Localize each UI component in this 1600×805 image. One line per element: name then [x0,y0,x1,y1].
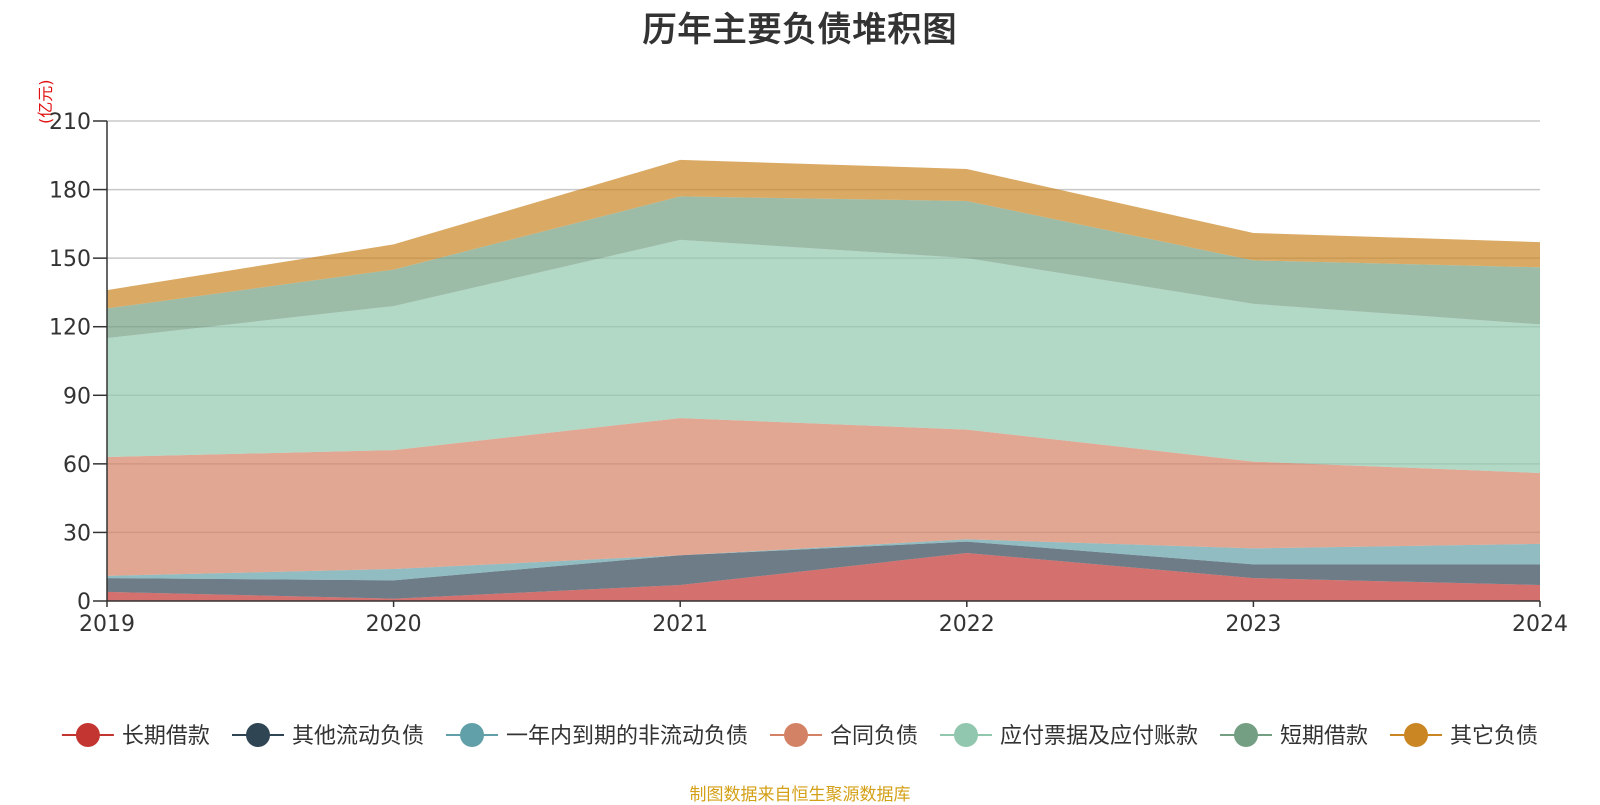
x-tick-label: 2024 [1512,612,1568,637]
legend-item[interactable]: 合同负债 [770,723,918,749]
area-series-2 [107,539,1540,581]
legend-label: 一年内到期的非流动负债 [506,724,748,749]
area-series-1 [107,541,1540,599]
legend-marker [460,723,484,747]
legend-label: 合同负债 [830,724,918,749]
legend-marker [1234,723,1258,747]
legend-marker [954,723,978,747]
y-tick-label: 180 [49,179,91,204]
chart-title: 历年主要负债堆积图 [642,10,958,50]
x-tick-label: 2020 [366,612,422,637]
legend-label: 其它负债 [1450,724,1538,749]
legend-marker [784,723,808,747]
legend-marker [75,723,100,747]
legend-label: 长期借款 [122,724,210,749]
x-tick-label: 2022 [939,612,995,637]
source-note: 制图数据来自恒生聚源数据库 [689,785,911,805]
x-tick-label: 2021 [652,612,708,637]
legend-item[interactable]: 长期借款 [61,723,210,749]
y-tick-label: 210 [49,110,91,135]
legend-label: 其他流动负债 [292,724,424,749]
axes: 0 30 60 90 120 150 180 210 2019 2020 2021 2022 2023 2… [49,110,1568,637]
y-tick-label: 90 [63,384,91,409]
y-tick-label: 120 [49,316,91,341]
legend-marker [1404,723,1428,747]
legend-item[interactable]: 应付票据及应付账款 [940,723,1198,749]
y-tick-label: 30 [63,521,91,546]
y-tick-label: 150 [49,247,91,272]
area-series-0 [107,553,1540,601]
x-tick-label: 2023 [1225,612,1281,637]
y-tick-label: 60 [63,453,91,478]
legend-marker [246,723,270,747]
area-series-4 [107,239,1540,473]
legend-item[interactable]: 一年内到期的非流动负债 [446,723,748,749]
area-series-5 [107,196,1540,339]
legend-label: 应付票据及应付账款 [1000,724,1198,749]
area-series-6 [107,159,1540,309]
area-series-3 [107,418,1540,576]
area-series [107,159,1540,601]
y-tick-label: 0 [77,590,91,615]
legend-item[interactable]: 其它负债 [1390,723,1538,749]
legend-label: 短期借款 [1280,724,1368,749]
legend-item[interactable]: 短期借款 [1220,723,1368,749]
legend-item[interactable]: 其他流动负债 [232,723,424,749]
x-tick-label: 2019 [79,612,135,637]
legend[interactable]: 长期借款 其他流动负债 一年内到期的非流动负债 合同负债 应付票据及应付账款 短期借款 其它… [61,723,1538,749]
